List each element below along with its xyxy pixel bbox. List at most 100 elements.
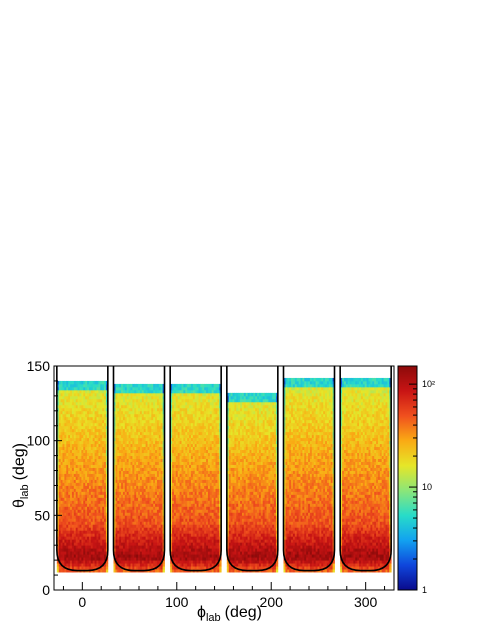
heatmap-cell — [145, 542, 148, 546]
heatmap-cell — [81, 554, 84, 558]
heatmap-cell — [102, 533, 105, 537]
heatmap-cell — [175, 410, 179, 415]
heatmap-cell — [213, 464, 216, 468]
heatmap-cell — [153, 455, 156, 459]
heatmap-cell — [149, 452, 152, 456]
heatmap-cell — [77, 551, 80, 555]
heatmap-cell — [156, 536, 160, 540]
heatmap-cell — [141, 398, 145, 403]
heatmap-cell — [87, 536, 90, 540]
heatmap-cell — [175, 398, 179, 403]
heatmap-cell — [60, 407, 63, 412]
heatmap-cell — [75, 452, 79, 456]
heatmap-cell — [124, 488, 128, 492]
heatmap-cell — [151, 551, 154, 555]
heatmap-cell — [100, 431, 103, 436]
heatmap-cell — [139, 410, 143, 415]
heatmap-cell — [88, 437, 92, 442]
heatmap-cell — [149, 515, 152, 519]
heatmap-cell — [79, 530, 82, 534]
heatmap-cell — [124, 449, 128, 454]
heatmap-cell — [66, 440, 69, 445]
heatmap-cell — [73, 380, 77, 385]
heatmap-cell — [62, 533, 65, 537]
heatmap-cell — [209, 410, 213, 415]
heatmap-cell — [206, 401, 209, 406]
heatmap-cell — [100, 383, 103, 388]
heatmap-cell — [179, 557, 182, 561]
heatmap-cell — [170, 410, 173, 415]
heatmap-cell — [204, 467, 207, 471]
heatmap-cell — [153, 542, 156, 546]
heatmap-cell — [153, 410, 156, 415]
heatmap-cell — [90, 392, 94, 397]
heatmap-cell — [90, 470, 94, 474]
heatmap-cell — [138, 383, 141, 388]
heatmap-cell — [217, 530, 220, 534]
heatmap-cell — [77, 542, 80, 546]
heatmap-cell — [98, 545, 101, 549]
heatmap-cell — [121, 548, 124, 552]
heatmap-cell — [149, 425, 152, 430]
heatmap-cell — [79, 437, 82, 442]
heatmap-cell — [183, 449, 186, 454]
heatmap-cell — [90, 530, 94, 534]
heatmap-cell — [190, 455, 194, 459]
heatmap-cell — [62, 404, 65, 409]
heatmap-cell — [119, 452, 122, 456]
heatmap-cell — [64, 554, 67, 558]
heatmap-cell — [85, 482, 88, 486]
heatmap-cell — [183, 398, 186, 403]
heatmap-cell — [190, 515, 194, 519]
heatmap-cell — [115, 503, 118, 507]
heatmap-cell — [79, 503, 82, 507]
heatmap-cell — [85, 488, 88, 492]
heatmap-cell — [192, 422, 196, 427]
heatmap-cell — [81, 485, 84, 489]
heatmap-cell — [207, 542, 211, 546]
heatmap-cell — [209, 527, 213, 531]
heatmap-cell — [56, 446, 60, 451]
heatmap-cell — [177, 491, 181, 495]
heatmap-cell — [62, 422, 65, 427]
heatmap-cell — [200, 494, 203, 498]
heatmap-cell — [149, 524, 152, 528]
heatmap-cell — [64, 476, 67, 480]
heatmap-cell — [58, 506, 62, 510]
heatmap-cell — [156, 551, 160, 555]
heatmap-cell — [64, 431, 67, 436]
heatmap-cell — [189, 560, 192, 564]
heatmap-cell — [155, 455, 158, 459]
heatmap-cell — [147, 449, 150, 454]
heatmap-cell — [213, 500, 216, 504]
heatmap-cell — [92, 500, 96, 504]
heatmap-cell — [158, 401, 162, 406]
heatmap-cell — [79, 389, 82, 394]
heatmap-cell — [104, 551, 107, 555]
heatmap-cell — [71, 401, 75, 406]
heatmap-cell — [60, 446, 63, 451]
heatmap-cell — [192, 431, 196, 436]
heatmap-cell — [121, 506, 124, 510]
heatmap-cell — [190, 446, 194, 451]
heatmap-cell — [183, 491, 186, 495]
heatmap-cell — [181, 446, 184, 451]
heatmap-cell — [130, 482, 133, 486]
heatmap-cell — [143, 566, 147, 570]
heatmap-cell — [143, 518, 147, 522]
heatmap-cell — [196, 419, 199, 424]
heatmap-cell — [185, 545, 188, 549]
heatmap-cell — [138, 410, 141, 415]
heatmap-cell — [70, 527, 73, 531]
heatmap-cell — [117, 482, 120, 486]
heatmap-cell — [92, 422, 96, 427]
heatmap-cell — [75, 539, 79, 543]
heatmap-cell — [130, 551, 133, 555]
heatmap-cell — [147, 566, 150, 570]
heatmap-cell — [66, 455, 69, 459]
heatmap-cell — [177, 500, 181, 504]
heatmap-cell — [126, 515, 130, 519]
heatmap-cell — [156, 488, 160, 492]
heatmap-cell — [139, 524, 143, 528]
heatmap-cell — [68, 404, 71, 409]
